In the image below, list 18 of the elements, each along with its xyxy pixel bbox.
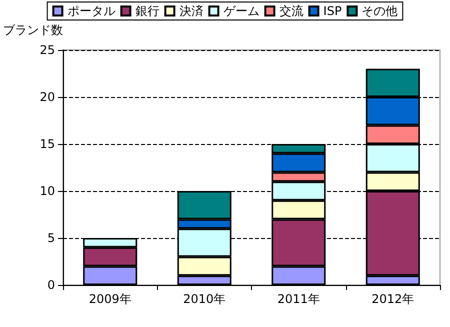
x-tick-label: 2009年 — [88, 292, 132, 306]
x-tick-label: 2011年 — [277, 292, 320, 306]
legend-label: ISP — [323, 4, 342, 18]
y-tick-label: 10 — [40, 184, 55, 198]
x-tick-label: 2010年 — [183, 292, 226, 306]
x-tick-label: 2012年 — [372, 292, 414, 306]
y-tick-label: 15 — [40, 137, 55, 151]
y-tick-label: 20 — [40, 90, 55, 104]
legend-label: ポータル — [67, 4, 116, 18]
legend-label: 決済 — [179, 4, 204, 18]
y-axis-title: ブランド数 — [3, 23, 63, 37]
y-tick-label: 5 — [47, 231, 55, 245]
legend-label: ゲーム — [223, 4, 260, 18]
legend-label: 交流 — [279, 4, 304, 18]
legend-label: その他 — [362, 4, 398, 18]
y-tick-label: 0 — [47, 278, 55, 292]
legend-label: 銀行 — [135, 4, 160, 18]
y-tick-label: 25 — [40, 43, 55, 57]
